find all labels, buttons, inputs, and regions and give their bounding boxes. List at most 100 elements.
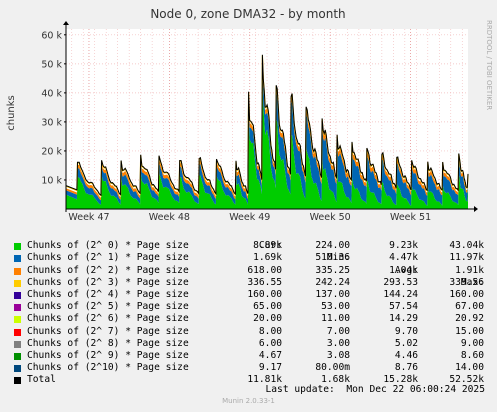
x-tick-labels: Week 47 Week 48 Week 49 Week 50 Week 51	[68, 212, 431, 223]
legend-label: Chunks of (2^ 5) * Page size	[27, 301, 189, 313]
min-value: 242.24	[315, 276, 350, 288]
legend-rows: Chunks of (2^ 0) * Page size 8.89k 224.00 9…	[14, 240, 490, 386]
legend-swatch	[14, 243, 21, 251]
cur-value: 8.89k	[253, 240, 282, 252]
area-chunks-of-2-1-page-size	[66, 62, 468, 206]
min-value: 80.00m	[315, 362, 350, 374]
legend-swatch	[14, 304, 21, 312]
max-value: 160.00	[449, 288, 484, 300]
y-tick-labels: 10 k 20 k 30 k 40 k 50 k 60 k	[41, 30, 66, 186]
y-tick-label: 10 k	[41, 175, 62, 186]
legend-label: Chunks of (2^ 7) * Page size	[27, 325, 189, 337]
legend-label: Chunks of (2^ 3) * Page size	[27, 276, 189, 288]
axes	[63, 21, 478, 212]
legend-swatch	[14, 377, 21, 385]
legend-row: Chunks of (2^ 9) * Page size 4.67 3.08 4.46…	[14, 350, 490, 362]
y-axis-arrow	[63, 21, 69, 25]
legend-row: Chunks of (2^ 1) * Page size 1.69k 510.36 4…	[14, 252, 490, 264]
min-value: 11.00	[321, 313, 350, 325]
legend-label: Chunks of (2^ 8) * Page size	[27, 337, 189, 349]
min-value: 510.36	[315, 252, 350, 264]
avg-value: 9.70	[394, 325, 418, 337]
legend-row: Chunks of (2^ 6) * Page size 20.00 11.00 14…	[14, 313, 490, 325]
legend-label: Chunks of (2^ 1) * Page size	[27, 252, 189, 264]
col-cur-header: Cur:	[258, 240, 282, 252]
chart-svg: Node 0, zone DMA32 - by month chunks RRD…	[6, 7, 493, 223]
legend-label: Chunks of (2^ 0) * Page size	[27, 240, 189, 252]
x-tick-label: Week 50	[310, 212, 351, 223]
legend-label: Chunks of (2^ 9) * Page size	[27, 349, 189, 361]
min-value: 1.68k	[321, 374, 350, 386]
chart-title: Node 0, zone DMA32 - by month	[150, 7, 345, 21]
cur-value: 65.00	[253, 301, 282, 313]
x-tick-label: Week 47	[68, 212, 109, 223]
max-value: 20.92	[455, 313, 484, 325]
y-tick-label: 30 k	[41, 117, 62, 128]
min-value: 137.00	[315, 288, 350, 300]
x-tick-label: Week 51	[390, 212, 431, 223]
cur-value: 1.69k	[253, 252, 282, 264]
legend-label: Total	[27, 374, 56, 386]
legend-row: Chunks of (2^ 2) * Page size 618.00 335.25…	[14, 265, 490, 277]
avg-value: 293.53	[383, 276, 418, 288]
munin-version: Munin 2.0.33-1	[222, 397, 275, 405]
max-value: 8.60	[460, 349, 484, 361]
max-value: 1.91k	[455, 264, 484, 276]
legend-swatch	[14, 279, 21, 287]
x-axis-arrow	[474, 206, 478, 212]
legend-swatch	[14, 328, 21, 336]
cur-value: 20.00	[253, 313, 282, 325]
avg-value: 15.28k	[383, 374, 418, 386]
col-max-header: Max:	[460, 276, 484, 288]
max-value: 11.97k	[449, 252, 484, 264]
min-value: 3.08	[326, 349, 350, 361]
x-tick-label: Week 49	[229, 212, 270, 223]
cur-value: 618.00	[247, 264, 282, 276]
area-small-orders	[65, 55, 469, 198]
legend-row: Chunks of (2^ 5) * Page size 65.00 53.00 57…	[14, 301, 490, 313]
x-tick-label: Week 48	[149, 212, 190, 223]
legend-label: Chunks of (2^10) * Page size	[27, 362, 189, 374]
legend-row: Chunks of (2^ 3) * Page size 336.55 242.24…	[14, 277, 490, 289]
cur-value: 4.67	[258, 349, 282, 361]
legend: Cur: Min: Avg: Max: Chunks of (2^ 0) * P…	[14, 228, 490, 386]
avg-value: 14.29	[389, 313, 418, 325]
avg-value: 1.04k	[389, 264, 418, 276]
legend-label: Chunks of (2^ 4) * Page size	[27, 288, 189, 300]
legend-swatch	[14, 352, 21, 360]
min-value: 7.00	[326, 325, 350, 337]
avg-value: 9.23k	[389, 240, 418, 252]
legend-row: Chunks of (2^10) * Page size 9.17 80.00m 8.…	[14, 362, 490, 374]
area-chunks-of-2-0-page-size	[66, 84, 468, 209]
legend-swatch	[14, 365, 21, 373]
rrdtool-side-label: RRDTOOL / TOBI OETIKER	[485, 20, 493, 110]
y-tick-label: 40 k	[41, 88, 62, 99]
avg-value: 5.02	[394, 337, 418, 349]
cur-value: 336.55	[247, 276, 282, 288]
col-avg-header: Avg:	[394, 264, 418, 276]
avg-value: 4.46	[394, 349, 418, 361]
cur-value: 11.81k	[247, 374, 282, 386]
legend-swatch	[14, 255, 21, 263]
legend-row: Chunks of (2^ 4) * Page size 160.00 137.00…	[14, 289, 490, 301]
legend-row: Chunks of (2^ 7) * Page size 8.00 7.00 9.70…	[14, 326, 490, 338]
min-value: 3.00	[326, 337, 350, 349]
cur-value: 160.00	[247, 288, 282, 300]
avg-value: 144.24	[383, 288, 418, 300]
max-value: 14.00	[455, 362, 484, 374]
max-value: 339.56	[449, 276, 484, 288]
legend-swatch	[14, 340, 21, 348]
y-tick-label: 20 k	[41, 146, 62, 157]
cur-value: 9.17	[258, 362, 282, 374]
legend-swatch	[14, 316, 21, 324]
legend-row: Chunks of (2^ 0) * Page size 8.89k 224.00 9…	[14, 240, 490, 252]
y-tick-label: 50 k	[41, 59, 62, 70]
max-value: 43.04k	[449, 240, 484, 252]
cur-value: 8.00	[258, 325, 282, 337]
last-update: Last update: Mon Dec 22 06:00:24 2025	[265, 384, 486, 395]
legend-swatch	[14, 267, 21, 275]
col-min-header: Min:	[326, 252, 350, 264]
max-value: 15.00	[455, 325, 484, 337]
stacked-areas	[65, 54, 469, 209]
